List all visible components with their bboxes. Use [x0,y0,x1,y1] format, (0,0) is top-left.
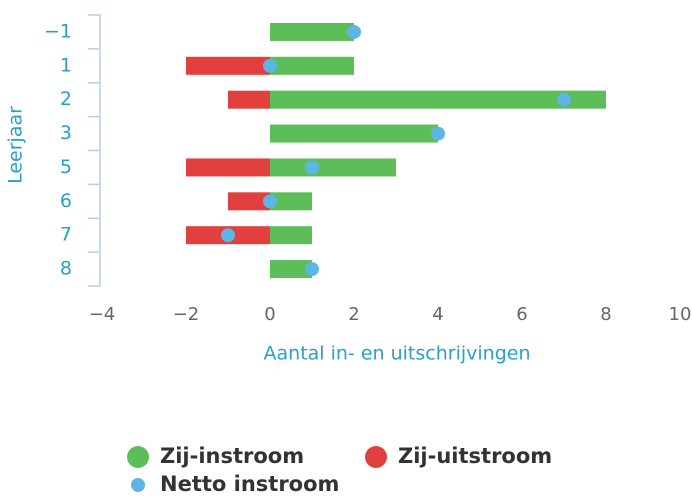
legend-label: Netto instroom [160,472,339,496]
bar [270,226,312,245]
x-axis-label: Aantal in- en uitschrijvingen [264,343,531,365]
x-tick-label: 6 [516,304,527,325]
bar [228,192,270,211]
x-tick-label: 0 [264,304,275,325]
y-tick-label: −1 [44,20,72,42]
y-tick-label: 8 [60,258,72,280]
bar [228,90,270,109]
dot [557,92,571,107]
x-tick-label: 2 [348,304,359,325]
y-tick-label: 6 [60,190,72,212]
y-axis-label: Leerjaar [5,106,27,184]
dot [347,24,361,39]
y-tick-label: 3 [60,122,72,144]
dot [263,58,277,73]
x-tick-label: 10 [669,304,692,325]
y-tick-label: 2 [60,88,72,110]
legend-label: Zij-instroom [160,444,304,468]
y-tick-label: 7 [60,224,72,246]
bar [270,22,354,41]
x-tick-label: 8 [600,304,611,325]
x-tick-label: 4 [432,304,443,325]
legend-label: Zij-uitstroom [398,444,552,468]
x-tick-label: −2 [173,304,200,325]
legend-swatch [127,446,149,468]
bar [270,56,354,75]
bar [186,56,270,75]
bar [270,124,438,143]
bar [270,90,606,109]
dot [305,262,319,277]
dot [305,160,319,175]
y-tick-label: 5 [60,156,72,178]
y-tick-label: 1 [60,54,72,76]
bar [270,192,312,211]
x-tick-label: −4 [89,304,116,325]
bar [270,158,396,177]
legend-swatch [365,446,387,468]
bar [270,260,312,279]
dot [263,194,277,209]
dot [431,126,445,141]
legend-swatch [131,478,145,492]
bar [186,158,270,177]
dot [221,228,235,243]
